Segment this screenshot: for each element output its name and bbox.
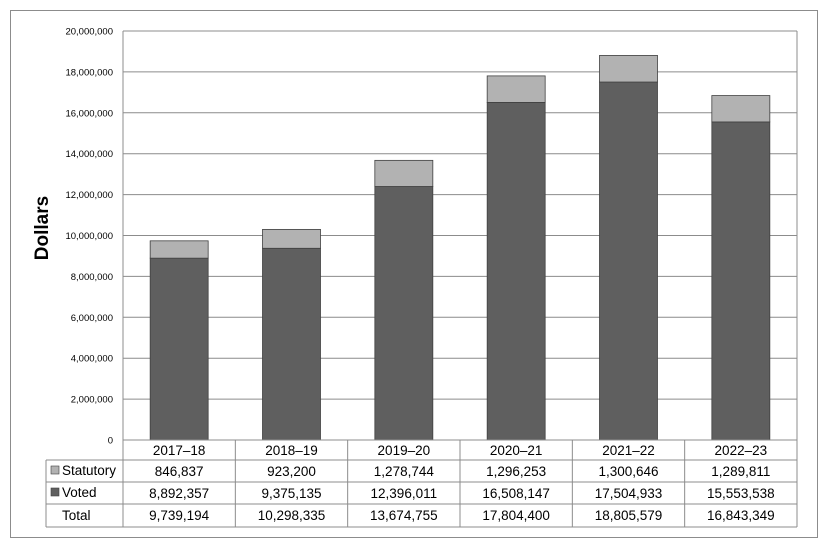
legend-label-statutory: Statutory	[62, 463, 116, 478]
y-tick-label: 10,000,000	[65, 231, 113, 242]
bar-statutory	[262, 228, 321, 249]
x-tick-label: 2017–18	[153, 443, 206, 458]
data-label-total: 9,739,194	[149, 508, 210, 523]
data-label-statutory: 1,278,744	[374, 464, 435, 479]
data-label-voted: 8,892,357	[149, 486, 209, 501]
legend-swatch-voted	[50, 487, 60, 497]
data-label-statutory: 846,837	[155, 464, 204, 479]
y-tick-label: 14,000,000	[65, 149, 113, 160]
data-label-voted: 9,375,135	[261, 486, 321, 501]
y-tick-label: 4,000,000	[71, 354, 113, 365]
bar-statutory	[149, 240, 209, 259]
bar-statutory	[486, 75, 546, 103]
data-label-voted: 17,504,933	[595, 486, 663, 501]
bar-statutory	[711, 95, 771, 123]
y-axis-label: Dollars	[32, 196, 53, 260]
data-label-total: 17,804,400	[482, 508, 550, 523]
data-label-statutory: 923,200	[267, 464, 316, 479]
bar-voted	[149, 257, 209, 441]
data-label-statutory: 1,289,811	[711, 464, 770, 479]
chart-frame	[10, 10, 818, 538]
y-tick-label: 0	[108, 436, 113, 447]
bar-voted	[486, 102, 546, 441]
legend-swatch-statutory	[50, 465, 60, 475]
bar-statutory	[374, 159, 434, 187]
bar-statutory	[599, 55, 658, 83]
x-tick-label: 2021–22	[602, 443, 655, 458]
data-label-total: 16,843,349	[707, 508, 775, 523]
bar-voted	[711, 121, 771, 441]
data-label-total: 18,805,579	[595, 508, 663, 523]
x-tick-label: 2018–19	[265, 443, 318, 458]
data-label-voted: 16,508,147	[482, 486, 550, 501]
legend-label-voted: Voted	[62, 485, 97, 500]
y-tick-label: 6,000,000	[71, 313, 113, 324]
data-label-statutory: 1,300,646	[598, 464, 658, 479]
x-tick-label: 2020–21	[490, 443, 543, 458]
data-label-voted: 15,553,538	[707, 486, 775, 501]
x-tick-label: 2022–23	[715, 443, 768, 458]
y-tick-label: 2,000,000	[71, 395, 113, 406]
data-label-voted: 12,396,011	[371, 486, 438, 501]
data-label-total: 10,298,335	[258, 508, 326, 523]
x-tick-label: 2019–20	[378, 443, 431, 458]
data-label-total: 13,674,755	[370, 508, 438, 523]
legend-label-total: Total	[62, 508, 91, 523]
y-tick-label: 18,000,000	[65, 67, 113, 78]
y-tick-label: 20,000,000	[65, 27, 113, 38]
bar-voted	[374, 186, 434, 441]
bar-voted	[599, 81, 658, 441]
y-tick-label: 16,000,000	[65, 108, 113, 119]
bar-voted	[262, 247, 321, 441]
data-label-statutory: 1,296,253	[486, 464, 546, 479]
y-tick-label: 8,000,000	[71, 272, 113, 283]
y-tick-label: 12,000,000	[65, 190, 113, 201]
